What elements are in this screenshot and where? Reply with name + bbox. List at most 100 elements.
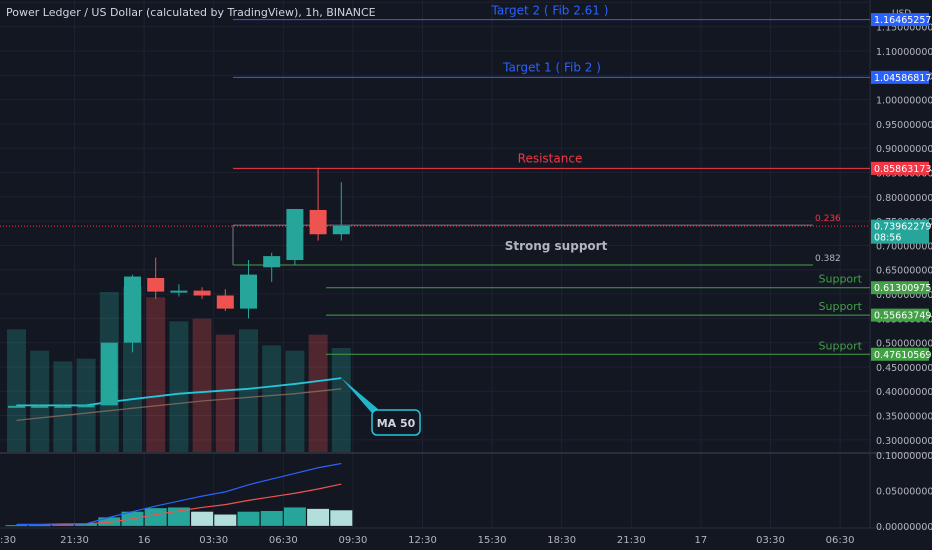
indicator-hist-14 — [330, 510, 353, 526]
fib-236-label: 0.236 — [815, 214, 841, 224]
candle-body-8 — [193, 290, 211, 296]
candle-body-2 — [54, 405, 72, 408]
time-tick-7: 18:30 — [547, 535, 576, 546]
indicator-hist-3 — [75, 523, 98, 526]
indicator-hist-13 — [307, 508, 330, 526]
indicator-hist-4 — [98, 517, 121, 526]
target2-label: Target 2 ( Fib 2.61 ) — [491, 4, 609, 18]
time-axis[interactable]: :30 21:30 16 03:30 06:30 09:30 12:30 15:30 18:30… — [0, 535, 855, 546]
ma-callout-pointer — [341, 378, 378, 420]
indicator-hist-6 — [144, 508, 167, 526]
support-label-3: Support — [819, 339, 863, 352]
candle-7 — [170, 284, 188, 297]
price-label-3: 0.73962279 — [874, 222, 931, 233]
time-tick-first: :30 — [0, 535, 16, 546]
price-label-0: 1.16465257 — [874, 15, 931, 26]
time-tick-4: 09:30 — [338, 535, 367, 546]
price-label-4: 0.61300975 — [874, 283, 931, 294]
volume-bar-0 — [7, 329, 26, 452]
time-tick-1: 16 — [138, 535, 151, 546]
fib-382-label: 0.382 — [815, 254, 841, 264]
indicator-hist-0 — [5, 525, 28, 527]
volume-bar-13 — [308, 334, 328, 452]
time-tick-3: 06:30 — [269, 535, 298, 546]
candle-1 — [31, 404, 49, 408]
volume-bar-14 — [331, 348, 351, 452]
price-label-bg-1 — [871, 70, 929, 84]
indicator-tick-1: 0.05000000 — [876, 486, 932, 497]
candle-body-1 — [31, 405, 49, 408]
chart-title: Power Ledger / US Dollar (calculated by … — [6, 6, 376, 19]
volume-bar-7 — [169, 321, 189, 452]
indicator-hist-11 — [260, 510, 283, 526]
candle-11 — [263, 252, 281, 282]
candle-2 — [54, 404, 72, 408]
support-label-2: Support — [819, 300, 863, 313]
candle-6 — [147, 257, 165, 299]
strong-support-label: Strong support — [505, 239, 608, 253]
candle-body-13 — [309, 209, 327, 235]
volume-bar-12 — [285, 350, 305, 452]
time-tick-2: 03:30 — [199, 535, 228, 546]
price-tick-14: 0.50000000 — [876, 339, 932, 350]
volume-bar-10 — [239, 329, 258, 452]
ma-secondary-line — [16, 388, 342, 422]
candle-9 — [216, 289, 234, 312]
price-tick-4: 1.00000000 — [876, 96, 932, 107]
price-tick-8: 0.80000000 — [876, 193, 932, 204]
indicator-hist-2 — [51, 524, 74, 526]
price-label-6: 0.47610569 — [874, 350, 931, 361]
price-tick-18: 0.30000000 — [876, 436, 932, 447]
price-label-1: 1.04586817 — [874, 73, 931, 84]
price-labels: 1.16465257 1.04586817 0.85863173 0.73962279… — [871, 13, 931, 361]
candle-5 — [124, 274, 141, 353]
time-tick-8: 21:30 — [617, 535, 646, 546]
time-tick-0: 21:30 — [60, 535, 89, 546]
price-tick-10: 0.70000000 — [876, 241, 932, 252]
price-tick-5: 0.95000000 — [876, 120, 932, 131]
price-label-bg-6 — [871, 347, 929, 361]
candle-0 — [8, 404, 25, 408]
price-tick-17: 0.35000000 — [876, 412, 932, 423]
candle-body-5 — [124, 276, 141, 343]
volume-bar-1 — [30, 350, 50, 452]
indicator-hist-8 — [191, 511, 214, 526]
indicator-macd-line — [16, 462, 342, 526]
candle-body-3 — [77, 405, 95, 408]
target1-label: Target 1 ( Fib 2 ) — [502, 60, 601, 74]
grid-lines — [0, 0, 932, 529]
time-tick-11: 06:30 — [826, 535, 855, 546]
annotations: Target 2 ( Fib 2.61 ) Target 1 ( Fib 2 ) R… — [341, 4, 863, 436]
ma-callout-label: MA 50 — [377, 417, 416, 430]
candles[interactable] — [8, 167, 350, 408]
candle-body-14 — [332, 226, 350, 235]
candle-body-6 — [147, 278, 165, 292]
volume-bar-11 — [262, 345, 282, 452]
candle-12 — [286, 208, 304, 265]
time-tick-10: 03:30 — [756, 535, 785, 546]
candle-body-0 — [8, 405, 25, 408]
candle-body-10 — [240, 274, 257, 309]
price-tick-16: 0.40000000 — [876, 387, 932, 398]
candle-body-9 — [216, 295, 234, 309]
volume-bar-6 — [146, 297, 166, 452]
resistance-label: Resistance — [518, 151, 583, 165]
price-tick-2: 1.10000000 — [876, 47, 932, 58]
candle-13 — [309, 167, 327, 241]
volume-bar-8 — [192, 318, 212, 452]
price-label-bg-4 — [871, 281, 929, 295]
candle-body-4 — [100, 342, 118, 406]
volume-bars — [7, 286, 351, 452]
candle-10 — [240, 260, 257, 319]
price-axis[interactable]: 1.150000001.100000001.050000001.00000000… — [876, 9, 932, 533]
price-label-bg-3 — [871, 219, 929, 244]
candle-body-11 — [263, 256, 281, 268]
price-label-bg-0 — [871, 13, 929, 27]
price-tick-12: 0.60000000 — [876, 290, 932, 301]
price-label-2: 0.85863173 — [874, 164, 931, 175]
candle-14 — [332, 182, 350, 241]
indicator-tick-0: 0.10000000 — [876, 451, 932, 462]
volume-bar-9 — [215, 334, 235, 452]
candle-body-7 — [170, 290, 188, 293]
